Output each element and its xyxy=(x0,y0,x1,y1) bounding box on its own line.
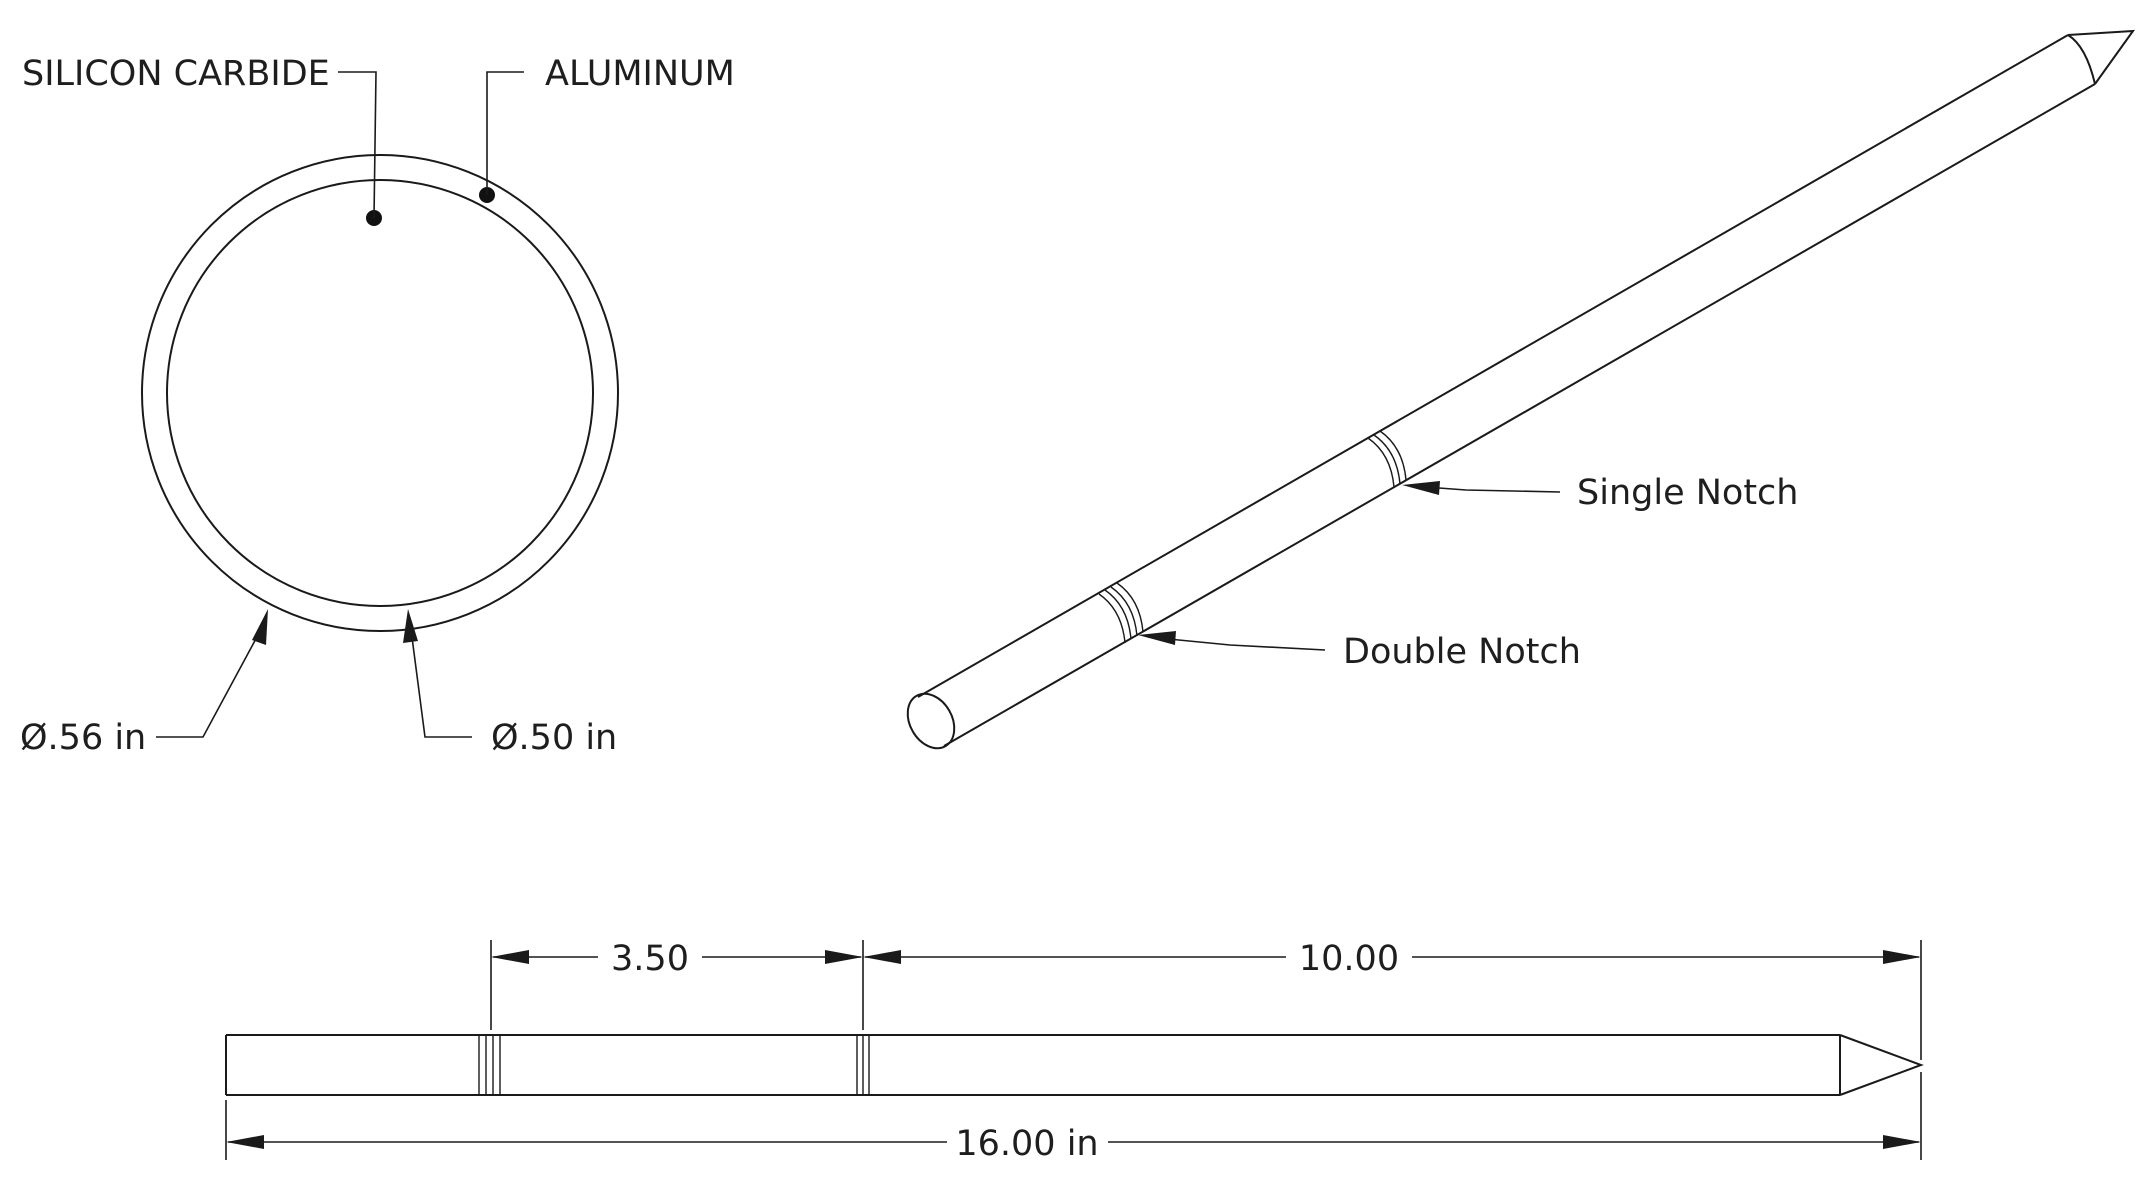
side-single-notch xyxy=(856,1035,870,1095)
dim-16-00-arrow-left xyxy=(226,1135,264,1149)
inner-diameter-leader xyxy=(409,621,472,738)
rod-open-end xyxy=(906,692,956,750)
side-view: 3.50 10.00 16.00 in xyxy=(225,939,1924,1164)
inner-diameter-label: Ø.50 in xyxy=(491,718,617,758)
outer-diameter-label: Ø.56 in xyxy=(20,718,146,758)
double-notch-rings xyxy=(1098,582,1144,644)
double-notch-label: Double Notch xyxy=(1343,632,1581,672)
dim-10-00-label: 10.00 xyxy=(1299,939,1399,979)
dim-3-50-arrow-right xyxy=(825,950,863,964)
rod-tip-cone xyxy=(2067,29,2136,85)
dim-16-00-label: 16.00 in xyxy=(955,1124,1098,1164)
silicon-carbide-leader xyxy=(338,71,377,219)
dim-10-00-arrow-right xyxy=(1883,950,1921,964)
double-notch-arrow xyxy=(1138,631,1176,645)
aluminum-label: ALUMINUM xyxy=(545,54,735,94)
isometric-view: Single Notch Double Notch xyxy=(906,29,2136,750)
dim-3-50-label: 3.50 xyxy=(611,939,689,979)
outer-diameter-leader xyxy=(156,621,266,738)
rod-tip-seam xyxy=(2067,34,2096,85)
single-notch-label: Single Notch xyxy=(1577,473,1798,513)
rod-bottom-edge xyxy=(943,83,2096,747)
side-rod-tip xyxy=(1839,1034,1924,1096)
dim-3-50-arrow-left xyxy=(491,950,529,964)
dim-10-00-arrow-left xyxy=(863,950,901,964)
single-notch-arrow xyxy=(1402,481,1440,495)
aluminum-leader xyxy=(486,71,524,195)
outer-diameter-arrow xyxy=(252,609,268,645)
inner-diameter-arrow xyxy=(403,609,418,643)
inner-circle xyxy=(166,179,594,607)
cross-section-view: SILICON CARBIDE ALUMINUM Ø.56 in Ø.50 in xyxy=(20,54,735,758)
outer-circle xyxy=(141,154,619,632)
rod-top-edge xyxy=(917,34,2069,698)
dim-16-00-arrow-right xyxy=(1883,1135,1921,1149)
single-notch-rings xyxy=(1367,430,1407,488)
side-double-notch xyxy=(478,1035,501,1095)
silicon-carbide-label: SILICON CARBIDE xyxy=(22,54,330,94)
